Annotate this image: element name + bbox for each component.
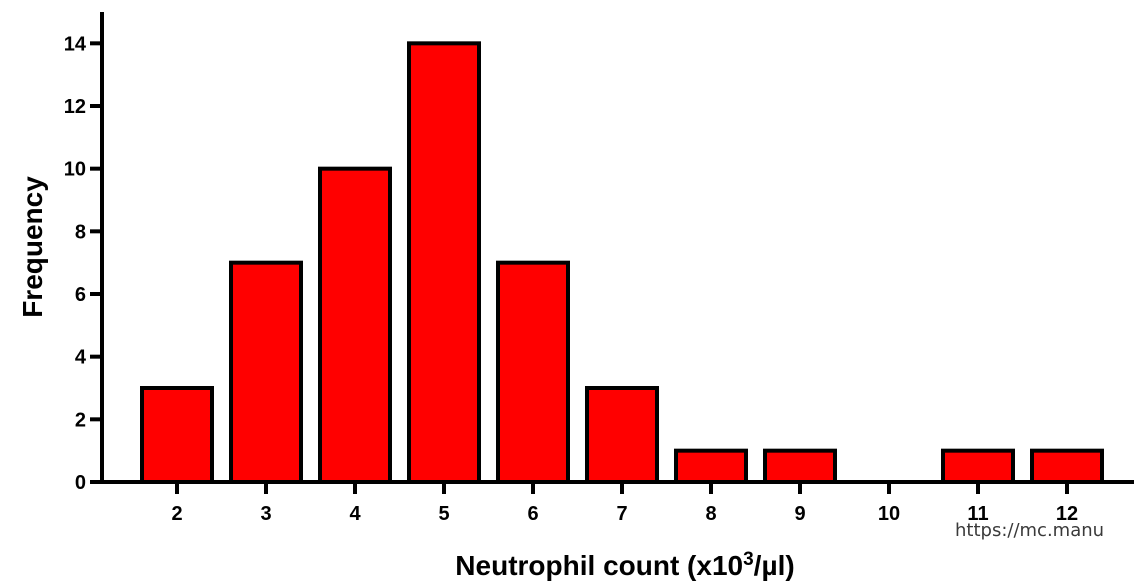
x-tick-label: 9 bbox=[794, 503, 805, 525]
bar-8 bbox=[674, 448, 748, 484]
y-ticks-group: 0 2 4 6 8 10 12 14 bbox=[64, 33, 102, 494]
bar-3 bbox=[229, 260, 303, 484]
y-tick-label: 10 bbox=[64, 159, 86, 181]
x-tick-label: 6 bbox=[527, 503, 538, 525]
y-tick-label: 2 bbox=[75, 409, 86, 431]
y-tick-label: 8 bbox=[75, 221, 86, 243]
x-tick-label: 2 bbox=[171, 503, 182, 525]
x-ticks-group: 2 3 4 5 6 7 8 9 10 11 12 bbox=[171, 482, 1078, 525]
y-axis-title: Frequency bbox=[17, 176, 48, 318]
bar-7 bbox=[585, 386, 659, 484]
watermark-url: https://mc.manu bbox=[955, 520, 1105, 541]
x-tick-label: 11 bbox=[967, 503, 988, 525]
bar-12 bbox=[1030, 448, 1104, 484]
x-axis-title-tail: /µl) bbox=[754, 550, 795, 581]
x-tick-label: 4 bbox=[349, 503, 361, 525]
x-axis-title-main: Neutrophil count (x10 bbox=[455, 550, 743, 581]
x-tick-label: 3 bbox=[260, 503, 271, 525]
x-tick-label: 10 bbox=[878, 503, 900, 525]
bar-5 bbox=[407, 41, 481, 484]
y-tick-label: 0 bbox=[75, 472, 86, 494]
bar-11 bbox=[941, 448, 1015, 484]
bars-group bbox=[140, 41, 1104, 485]
bar-4 bbox=[318, 166, 392, 485]
x-tick-label: 5 bbox=[438, 503, 449, 525]
y-tick-label: 12 bbox=[64, 96, 86, 118]
bar-9 bbox=[763, 448, 837, 484]
y-tick-label: 6 bbox=[75, 284, 86, 306]
y-tick-label: 14 bbox=[64, 33, 87, 55]
x-axis-title-superscript: 3 bbox=[743, 549, 754, 570]
y-tick-label: 4 bbox=[75, 347, 87, 369]
x-tick-label: 8 bbox=[705, 503, 716, 525]
x-axis-title: Neutrophil count (x103/µl) bbox=[455, 549, 794, 581]
bar-6 bbox=[496, 260, 570, 484]
bar-2 bbox=[140, 386, 214, 484]
x-tick-label: 7 bbox=[616, 503, 627, 525]
x-tick-label: 12 bbox=[1056, 503, 1078, 525]
